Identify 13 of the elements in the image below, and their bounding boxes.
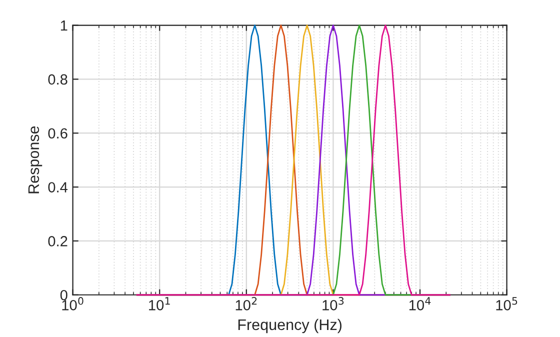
x-tick-label: 10$^{1}$ — [149, 297, 170, 310]
y-tick-label: 0.2 — [48, 236, 68, 246]
x-tick-label: 10$^{3}$ — [322, 297, 344, 310]
y-tick-label: 0.6 — [48, 128, 68, 139]
y-tick-label: 0.8 — [48, 74, 68, 85]
y-tick-label: 1 — [60, 20, 68, 31]
x-tick-label: 10$^{4}$ — [409, 297, 431, 310]
y-tick-label: 0 — [60, 290, 68, 300]
x-tick-label: 10$^{2}$ — [236, 297, 257, 310]
x-tick-label: 10$^{5}$ — [496, 297, 518, 310]
y-axis-title: Response — [28, 126, 42, 194]
x-axis-title: Frequency (Hz) — [238, 318, 342, 334]
y-tick-label: 0.4 — [48, 182, 68, 192]
